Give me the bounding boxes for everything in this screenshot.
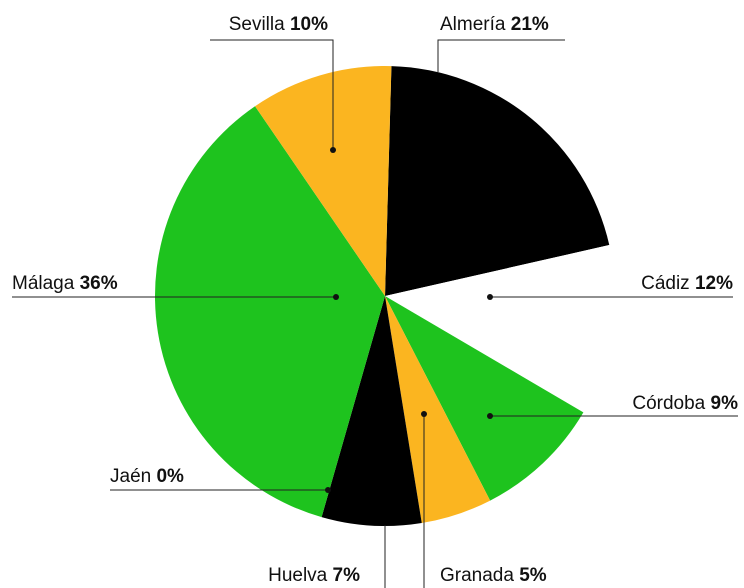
value-label: 10%: [290, 14, 328, 35]
leader-line: [210, 39, 334, 150]
pie-slice: [321, 296, 422, 526]
value-label: 0%: [156, 466, 184, 487]
slice-label: Huelva 7%: [268, 565, 360, 586]
category-name: Almería: [440, 14, 506, 35]
leader-line: [437, 39, 565, 72]
category-name: Cádiz: [641, 273, 690, 294]
pie-slice: [385, 245, 616, 413]
category-name: Huelva: [268, 565, 328, 586]
value-label: 5%: [519, 565, 547, 586]
slice-label: Cádiz 12%: [641, 273, 733, 294]
category-name: Córdoba: [632, 393, 705, 414]
slice-label: Málaga 36%: [12, 273, 118, 294]
leader-dot: [330, 147, 336, 153]
category-name: Jaén: [110, 466, 151, 487]
slice-label: Almería 21%: [440, 14, 549, 35]
leader-dot: [325, 487, 331, 493]
slice-label: Córdoba 9%: [632, 393, 738, 414]
leader-dot: [421, 411, 427, 417]
pie-slice: [385, 296, 491, 524]
value-label: 36%: [80, 273, 118, 294]
value-label: 12%: [695, 273, 733, 294]
pie-slice: [255, 66, 392, 296]
value-label: 9%: [711, 393, 739, 414]
slice-label: Granada 5%: [440, 565, 547, 586]
category-name: Sevilla: [229, 14, 285, 35]
slice-label: Sevilla 10%: [229, 14, 328, 35]
pie-slice: [385, 66, 610, 296]
value-label: 7%: [333, 565, 361, 586]
value-label: 21%: [511, 14, 549, 35]
pie-slice: [154, 106, 385, 518]
pie-slice: [385, 296, 584, 501]
category-name: Granada: [440, 565, 514, 586]
leader-dot: [487, 294, 493, 300]
leader-dot: [487, 413, 493, 419]
leader-dot: [333, 294, 339, 300]
slice-label: Jaén 0%: [110, 466, 184, 487]
category-name: Málaga: [12, 273, 75, 294]
